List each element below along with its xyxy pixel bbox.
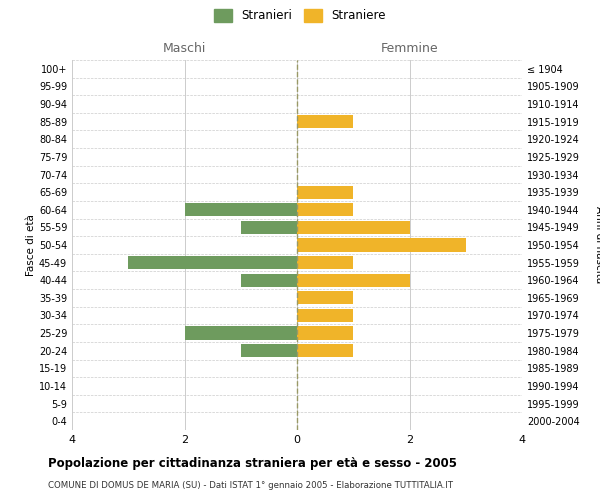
Bar (297, 274, 409, 287)
Y-axis label: Fasce di età: Fasce di età (26, 214, 36, 276)
Bar (241, 274, 297, 287)
Text: Popolazione per cittadinanza straniera per età e sesso - 2005: Popolazione per cittadinanza straniera p… (48, 458, 457, 470)
Bar (128, 256, 297, 269)
Y-axis label: Anni di nascita: Anni di nascita (593, 206, 600, 284)
Bar (185, 203, 297, 216)
Bar (297, 344, 353, 358)
Bar (297, 221, 409, 234)
Bar (241, 344, 297, 358)
Bar (297, 256, 353, 269)
Bar (297, 186, 353, 198)
Bar (241, 221, 297, 234)
Legend: Stranieri, Straniere: Stranieri, Straniere (211, 6, 389, 26)
Text: COMUNE DI DOMUS DE MARIA (SU) - Dati ISTAT 1° gennaio 2005 - Elaborazione TUTTIT: COMUNE DI DOMUS DE MARIA (SU) - Dati IST… (48, 481, 453, 490)
Bar (297, 291, 353, 304)
Bar (297, 238, 466, 252)
Bar (297, 326, 353, 340)
Bar (297, 203, 353, 216)
Bar (297, 115, 353, 128)
Bar (297, 309, 353, 322)
Bar (185, 326, 297, 340)
